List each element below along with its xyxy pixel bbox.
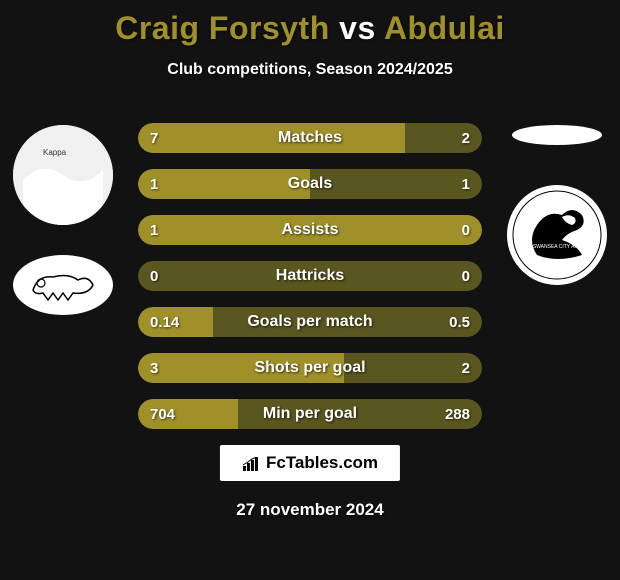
swan-icon: SWANSEA CITY AFC (507, 185, 607, 285)
bar-left (138, 169, 310, 199)
stats-bars: 7 2 Matches 1 1 Goals 1 0 Assists 0 0 Hattricks 0.14… (138, 123, 482, 429)
vs-label: vs (339, 10, 376, 46)
stat-label: Goals (288, 175, 332, 193)
stat-label: Assists (282, 221, 339, 239)
player2-name: Abdulai (384, 10, 505, 46)
chart-icon (242, 456, 260, 470)
player1-photo: Kappa (13, 125, 113, 225)
stat-value-right: 2 (462, 130, 470, 147)
attribution-text: FcTables.com (266, 453, 378, 473)
player1-photo-placeholder: Kappa (13, 125, 113, 225)
bar-left (138, 123, 405, 153)
stat-value-right: 0.5 (449, 314, 470, 331)
stat-value-left: 1 (150, 176, 158, 193)
stat-value-left: 7 (150, 130, 158, 147)
stat-row: 1 0 Assists (138, 215, 482, 245)
stat-value-right: 0 (462, 222, 470, 239)
player1-name: Craig Forsyth (115, 10, 330, 46)
stat-value-left: 704 (150, 406, 175, 423)
date-label: 27 november 2024 (236, 500, 383, 520)
bar-right (405, 123, 482, 153)
stat-row: 1 1 Goals (138, 169, 482, 199)
stat-row: 704 288 Min per goal (138, 399, 482, 429)
stat-value-left: 3 (150, 360, 158, 377)
stat-value-left: 0 (150, 268, 158, 285)
stat-value-right: 1 (462, 176, 470, 193)
stat-row: 7 2 Matches (138, 123, 482, 153)
left-column: Kappa (8, 125, 118, 315)
stat-value-left: 0.14 (150, 314, 179, 331)
stat-row: 0 0 Hattricks (138, 261, 482, 291)
stat-label: Min per goal (263, 405, 357, 423)
stat-value-left: 1 (150, 222, 158, 239)
comparison-infographic: Craig Forsyth vs Abdulai Club competitio… (0, 0, 620, 580)
page-title: Craig Forsyth vs Abdulai (0, 0, 620, 47)
attribution-badge: FcTables.com (220, 445, 400, 481)
stat-row: 0.14 0.5 Goals per match (138, 307, 482, 337)
player2-club-logo: SWANSEA CITY AFC (507, 185, 607, 285)
stat-label: Hattricks (276, 267, 344, 285)
stat-label: Shots per goal (254, 359, 365, 377)
svg-text:Kappa: Kappa (43, 148, 67, 157)
ram-icon (13, 255, 113, 315)
player2-photo-placeholder (512, 125, 602, 145)
bar-right (310, 169, 482, 199)
svg-text:SWANSEA CITY AFC: SWANSEA CITY AFC (533, 244, 582, 250)
right-column: SWANSEA CITY AFC (502, 125, 612, 285)
player1-club-logo (13, 255, 113, 315)
player2-photo (512, 125, 602, 145)
stat-label: Matches (278, 129, 342, 147)
stat-label: Goals per match (247, 313, 372, 331)
subtitle: Club competitions, Season 2024/2025 (0, 61, 620, 79)
stat-row: 3 2 Shots per goal (138, 353, 482, 383)
stat-value-right: 2 (462, 360, 470, 377)
stat-value-right: 288 (445, 406, 470, 423)
stat-value-right: 0 (462, 268, 470, 285)
